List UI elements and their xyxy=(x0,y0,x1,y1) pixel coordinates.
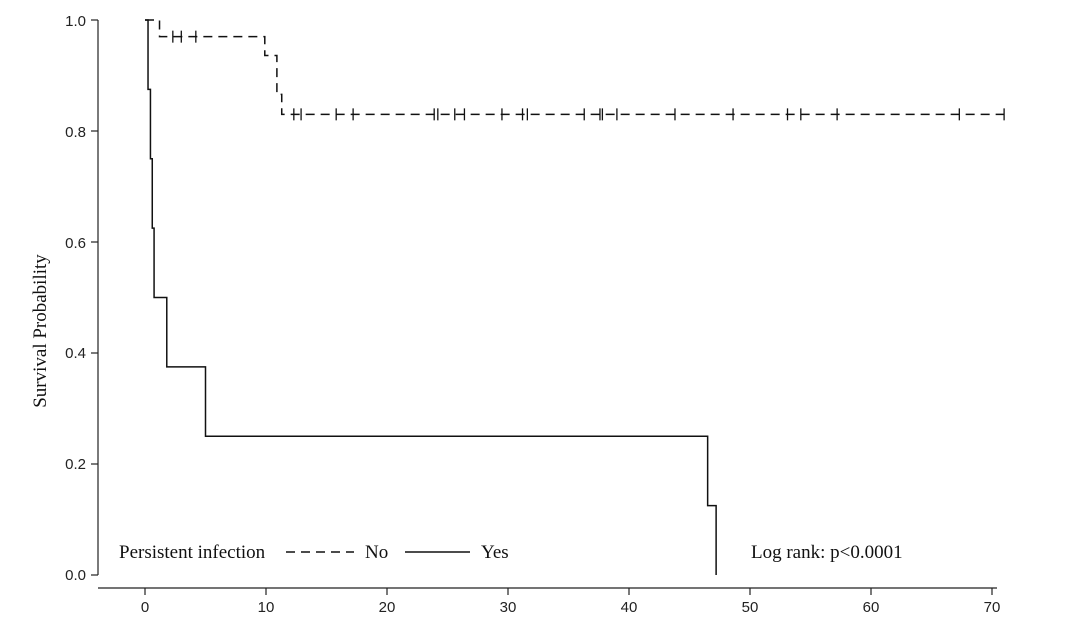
survival-curve-yes xyxy=(145,19,717,575)
legend-title: Persistent infection xyxy=(119,542,266,563)
y-tick-label: 0.6 xyxy=(65,235,86,252)
y-tick-label: 0.8 xyxy=(65,124,86,141)
x-tick-label: 30 xyxy=(500,599,517,616)
x-tick-label: 0 xyxy=(141,599,149,616)
y-axis-title: Survival Probability xyxy=(30,254,51,408)
x-tick-label: 20 xyxy=(379,599,396,616)
survival-curves xyxy=(145,19,1005,575)
y-tick-label: 0.4 xyxy=(65,345,86,362)
survival-curve-no xyxy=(145,19,1005,116)
x-tick-label: 50 xyxy=(742,599,759,616)
x-tick-label: 70 xyxy=(984,599,1001,616)
axis-ticks xyxy=(91,19,993,595)
y-tick-label: 1.0 xyxy=(65,13,86,30)
x-tick-label: 40 xyxy=(621,599,638,616)
y-tick-label: 0.0 xyxy=(65,567,86,584)
y-tick-label: 0.2 xyxy=(65,456,86,473)
x-tick-label: 10 xyxy=(258,599,275,616)
x-tick-label: 60 xyxy=(863,599,880,616)
legend-label-no: No xyxy=(365,542,388,563)
legend-label-yes: Yes xyxy=(481,542,509,563)
log-rank-annotation: Log rank: p<0.0001 xyxy=(751,542,903,563)
